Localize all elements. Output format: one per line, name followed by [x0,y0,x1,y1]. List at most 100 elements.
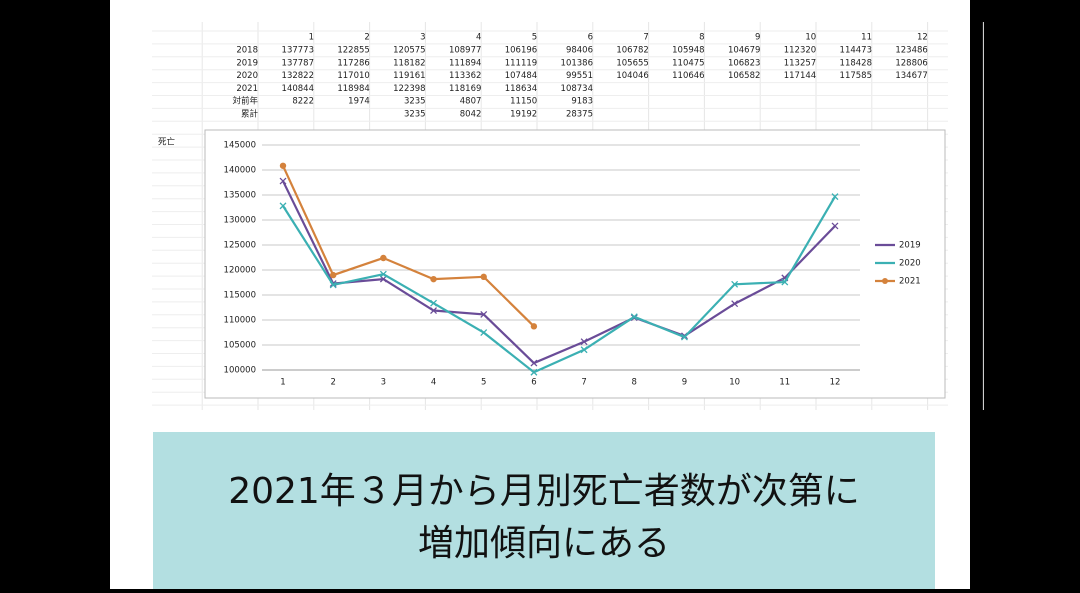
x-tick-label: 10 [729,378,740,388]
row-label: 累計 [241,109,259,120]
table-cell: 113257 [784,58,816,68]
column-header: 5 [532,33,537,43]
table-cell: 107484 [505,71,537,81]
point [430,307,438,314]
table-cell: 118428 [840,58,872,68]
point [530,359,538,367]
caption-line: 2021年３月から月別死亡者数が次第に [228,471,860,512]
table-cell: 106782 [616,46,648,56]
table-cell: 101386 [561,58,593,68]
table-cell: 8042 [460,110,482,120]
point [831,222,839,230]
column-header: 10 [805,33,816,43]
x-tick-label: 5 [481,378,486,388]
legend-marker [882,278,888,284]
point [279,177,287,185]
x-tick-label: 3 [381,378,386,388]
point [430,275,437,283]
table-cell: 137773 [282,46,314,56]
y-tick-label: 125000 [224,241,256,251]
table-cell: 99551 [566,71,593,81]
table-cell: 19192 [510,110,537,120]
table-cell: 110475 [672,58,704,68]
point [279,202,287,210]
table-cell: 118169 [449,84,481,94]
row-label: 2018 [236,46,258,56]
table-cell: 106823 [728,58,760,68]
table-cell: 137787 [282,58,314,68]
table-cell: 110646 [672,71,704,81]
table-cell: 117144 [784,71,816,81]
legend-label: 2020 [899,259,921,269]
series-line [282,165,535,328]
x-tick-label: 8 [632,378,637,388]
column-header: 8 [699,33,704,43]
table-cell: 114473 [840,46,872,56]
table-cell: 3235 [404,97,426,107]
table-cell: 132822 [282,71,314,81]
x-tick-label: 4 [431,378,436,388]
point [630,313,638,321]
table-cell: 123486 [895,46,927,56]
row-label: 2019 [236,58,258,68]
table-cell: 11150 [510,97,537,107]
x-tick-label: 7 [581,378,586,388]
caption-box [153,432,935,589]
row-label: 2020 [236,71,258,81]
column-header: 4 [476,33,481,43]
table-cell: 122398 [393,84,425,94]
table-cell: 106582 [728,71,760,81]
point [480,329,488,337]
column-header: 2 [364,33,369,43]
table-cell: 1974 [348,97,370,107]
point [380,254,387,262]
table-cell: 28375 [566,110,593,120]
row-label: 対前年 [232,96,258,107]
table-cell: 9183 [571,97,593,107]
table-cell: 118984 [337,84,369,94]
table-cell: 113362 [449,71,481,81]
point [530,323,538,330]
table-cell: 3235 [404,110,426,120]
table-cell: 122855 [337,46,369,56]
x-tick-label: 12 [830,378,841,388]
y-tick-label: 120000 [224,266,256,276]
y-tick-label: 130000 [224,216,256,226]
y-tick-label: 100000 [224,366,256,376]
y-tick-label: 135000 [224,191,256,201]
table-cell: 118182 [393,58,425,68]
table-cell: 4807 [460,97,482,107]
point [680,333,688,341]
column-header: 9 [755,33,760,43]
table-cell: 118634 [505,84,537,94]
table-cell: 140844 [282,84,314,94]
table-cell: 117010 [337,71,369,81]
y-tick-label: 145000 [224,141,256,151]
caption-line: 増加傾向にある [418,523,670,564]
column-header: 6 [588,33,593,43]
table-cell: 104046 [616,71,648,81]
y-tick-label: 105000 [224,341,256,351]
table-cell: 104679 [728,46,760,56]
point [379,270,387,278]
y-tick-label: 115000 [224,291,256,301]
point [731,300,739,308]
table-cell: 106196 [505,46,537,56]
x-tick-label: 2 [330,378,335,388]
column-header: 7 [643,33,648,43]
y-tick-label: 110000 [224,316,256,326]
point [731,280,739,288]
legend-label: 2019 [899,241,921,251]
point [480,273,487,281]
table-cell: 119161 [393,71,425,81]
table-cell: 117585 [840,71,872,81]
table-cell: 105948 [672,46,704,56]
table-cell: 111894 [449,58,481,68]
table-cell: 8222 [292,97,314,107]
series-line [282,180,836,365]
table-cell: 98406 [566,46,593,56]
table-cell: 108977 [449,46,481,56]
point [329,271,337,279]
point [279,162,287,169]
